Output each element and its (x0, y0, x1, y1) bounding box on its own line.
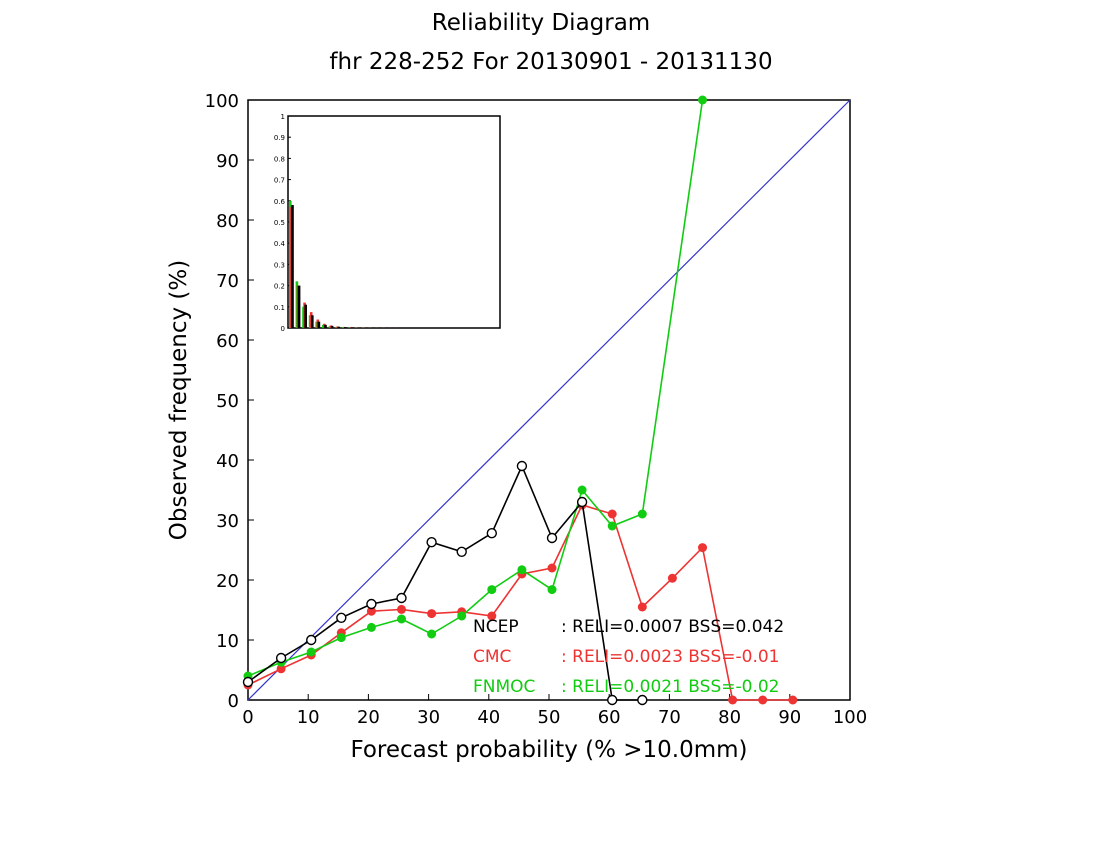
x-tick-label: 30 (417, 707, 440, 728)
x-tick-label: 50 (538, 707, 561, 728)
series-point-ncep (487, 529, 496, 538)
series-point-fnmoc (578, 486, 587, 495)
x-tick-label: 100 (833, 707, 867, 728)
series-point-cmc (427, 609, 436, 618)
y-tick-label: 20 (216, 571, 239, 592)
series-point-fnmoc (427, 630, 436, 639)
inset-y-tick-label: 1 (281, 113, 285, 121)
series-point-fnmoc (548, 585, 557, 594)
x-tick-label: 90 (778, 707, 801, 728)
inset-bar-ncep (318, 322, 321, 328)
inset-bar-ncep (324, 325, 327, 328)
series-point-fnmoc (487, 585, 496, 594)
chart-subtitle: fhr 228-252 For 20130901 - 20131130 (329, 49, 772, 75)
series-point-cmc (548, 564, 557, 573)
inset-bar-ncep (298, 286, 301, 328)
inset-y-tick-label: 0.7 (274, 177, 285, 185)
y-tick-label: 0 (228, 691, 239, 712)
series-point-fnmoc (337, 633, 346, 642)
x-tick-label: 70 (658, 707, 681, 728)
series-point-fnmoc (608, 522, 617, 531)
series-point-ncep (548, 534, 557, 543)
series-point-cmc (788, 696, 797, 705)
inset-frame (288, 116, 500, 328)
inset-y-tick-label: 0.9 (274, 134, 285, 142)
legend-name-cmc: CMC (473, 647, 511, 667)
inset-bar-ncep (331, 326, 334, 328)
inset-histogram: 0 0.1 0.2 0.3 0.4 0.5 0.6 0.7 0.8 0.9 1 (274, 113, 500, 333)
x-tick-label: 40 (477, 707, 500, 728)
series-point-cmc (698, 543, 707, 552)
series-point-fnmoc (397, 615, 406, 624)
inset-y-tick-label: 0.4 (274, 240, 286, 248)
x-tick-label: 0 (242, 707, 253, 728)
legend-stats-cmc: : RELI=0.0023 BSS=-0.01 (561, 647, 779, 667)
y-tick-label: 40 (216, 451, 239, 472)
inset-bar-ncep (304, 305, 307, 328)
series-point-fnmoc (698, 96, 707, 105)
x-tick-label: 20 (357, 707, 380, 728)
legend-name-ncep: NCEP (473, 617, 519, 637)
chart-title: Reliability Diagram (432, 10, 650, 36)
inset-bar-ncep (351, 327, 354, 328)
series-point-ncep (457, 547, 466, 556)
series-point-ncep (337, 613, 346, 622)
series-point-ncep (427, 538, 436, 547)
y-tick-label: 60 (216, 331, 239, 352)
series-point-ncep (244, 678, 253, 687)
series-point-ncep (307, 636, 316, 645)
y-axis-label: Observed frequency (%) (166, 260, 192, 540)
x-tick-label: 80 (718, 707, 741, 728)
series-point-cmc (608, 510, 617, 519)
y-tick-label: 100 (205, 91, 239, 112)
inset-bar-ncep (291, 205, 294, 328)
series-point-cmc (638, 603, 647, 612)
x-tick-label: 60 (598, 707, 621, 728)
series-point-cmc (397, 605, 406, 614)
series-point-fnmoc (638, 510, 647, 519)
legend-name-fnmoc: FNMOC (473, 677, 535, 697)
inset-bar-ncep (344, 327, 347, 328)
series-point-ncep (277, 654, 286, 663)
y-tick-label: 10 (216, 631, 239, 652)
y-tick-label: 30 (216, 511, 239, 532)
inset-y-tick-label: 0.5 (274, 219, 285, 227)
x-axis-label: Forecast probability (% >10.0mm) (350, 737, 747, 763)
inset-y-tick-label: 0.6 (274, 198, 286, 206)
y-tick-label: 70 (216, 271, 239, 292)
legend: NCEP : RELI=0.0007 BSS=0.042 CMC : RELI=0.0… (473, 617, 784, 697)
legend-stats-fnmoc: : RELI=0.0021 BSS=-0.02 (561, 677, 779, 697)
y-tick-label: 80 (216, 211, 239, 232)
inset-y-tick-label: 0.8 (274, 155, 285, 163)
inset-bar-ncep (337, 327, 340, 328)
series-line-cmc (248, 505, 793, 700)
series-point-ncep (397, 594, 406, 603)
series-point-ncep (367, 600, 376, 609)
y-tick-label: 50 (216, 391, 239, 412)
inset-y-tick-label: 0.3 (274, 261, 285, 269)
x-tick-label: 10 (297, 707, 320, 728)
inset-y-tick-label: 0.2 (274, 283, 285, 291)
series-point-ncep (517, 462, 526, 471)
series-point-fnmoc (307, 648, 316, 657)
y-tick-label: 90 (216, 151, 239, 172)
series-point-cmc (668, 574, 677, 583)
inset-y-tick-label: 0.1 (274, 304, 285, 312)
series-point-ncep (578, 498, 587, 507)
inset-bar-ncep (311, 315, 314, 328)
legend-stats-ncep: : RELI=0.0007 BSS=0.042 (561, 617, 784, 637)
series-point-fnmoc (517, 565, 526, 574)
series-point-fnmoc (457, 612, 466, 621)
inset-y-tick-label: 0 (281, 325, 285, 333)
series-point-fnmoc (367, 623, 376, 632)
